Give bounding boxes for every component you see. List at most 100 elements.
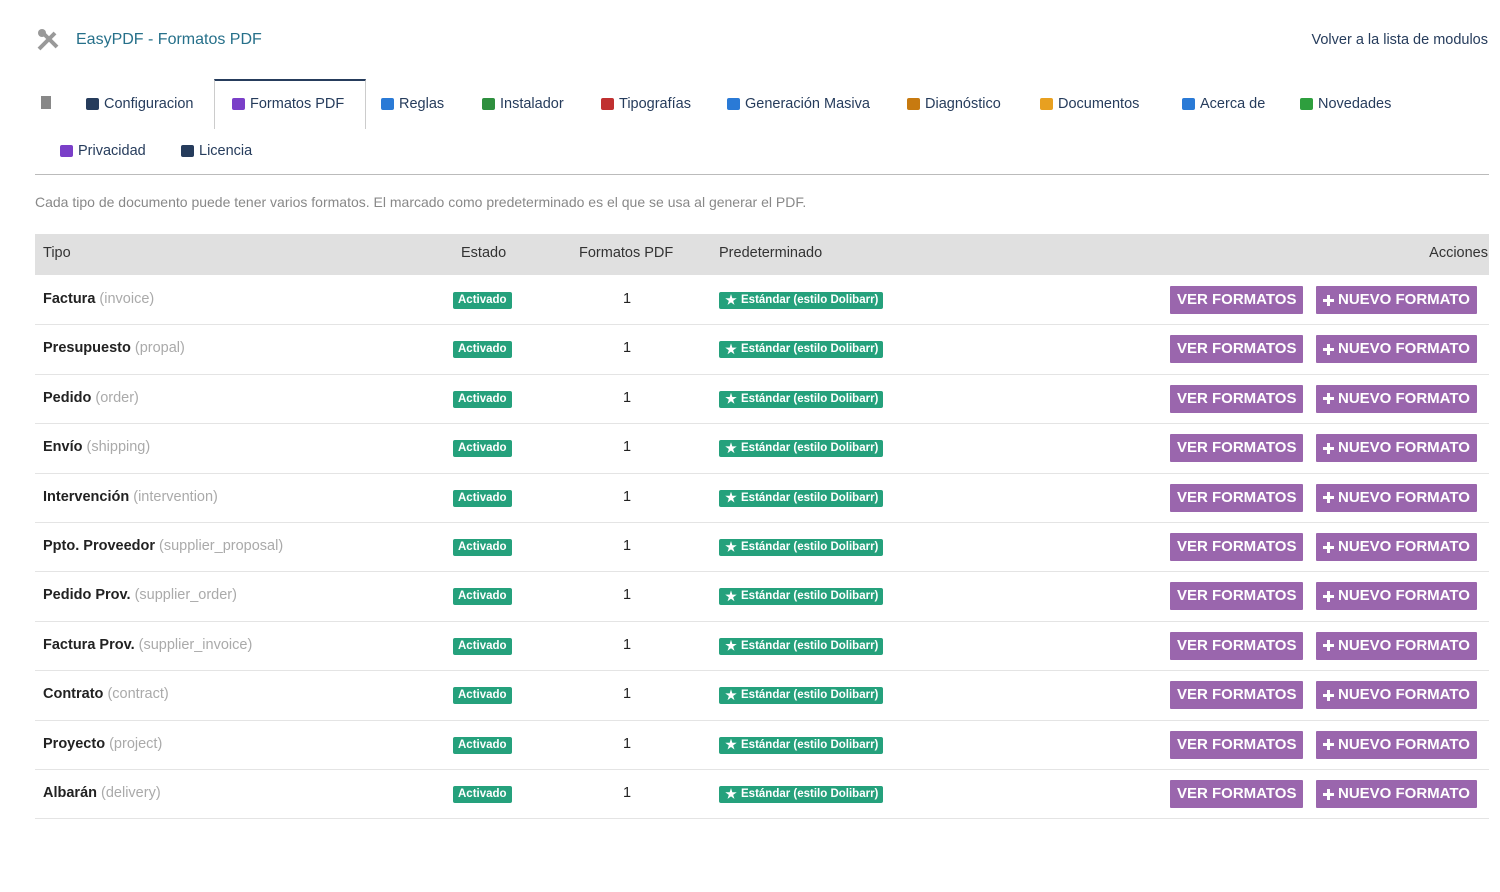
doc-type-name: Contrato bbox=[43, 686, 104, 703]
back-link[interactable]: Volver a la lista de modulos bbox=[1311, 32, 1488, 48]
default-badge: Estándar (estilo Dolibarr) bbox=[719, 341, 884, 359]
tab[interactable]: Instalador bbox=[482, 94, 564, 114]
page-title: EasyPDF - Formatos PDF bbox=[76, 31, 262, 48]
tab-icon bbox=[482, 98, 495, 110]
doc-type-code: (shipping) bbox=[86, 439, 151, 456]
default-badge: Estándar (estilo Dolibarr) bbox=[719, 489, 884, 507]
doc-type-name: Factura bbox=[43, 291, 96, 307]
view-formats-button[interactable]: VER FORMATOS bbox=[1170, 780, 1304, 808]
view-formats-button[interactable]: VER FORMATOS bbox=[1170, 631, 1304, 660]
default-label: Estándar (estilo Dolibarr) bbox=[741, 442, 879, 455]
default-label: Estándar (estilo Dolibarr) bbox=[741, 590, 879, 603]
tab-label: Licencia bbox=[199, 143, 253, 159]
tab-label: Novedades bbox=[1318, 96, 1392, 112]
tab-icon bbox=[381, 98, 394, 110]
status-badge: Activado bbox=[453, 292, 512, 309]
star-icon bbox=[725, 689, 737, 701]
format-count: 1 bbox=[623, 735, 632, 752]
status-badge: Activado bbox=[453, 341, 512, 359]
column-header: Predeterminado bbox=[719, 245, 823, 261]
star-icon bbox=[725, 392, 737, 404]
new-format-button[interactable]: NUEVO FORMATO bbox=[1316, 384, 1477, 413]
default-label: Estándar (estilo Dolibarr) bbox=[741, 294, 879, 306]
new-format-button[interactable]: NUEVO FORMATO bbox=[1316, 434, 1477, 463]
view-formats-button[interactable]: VER FORMATOS bbox=[1170, 434, 1304, 463]
plus bbox=[1323, 590, 1334, 602]
format-count: 1 bbox=[623, 587, 632, 604]
table-row bbox=[35, 523, 1489, 573]
tab-icon bbox=[907, 98, 920, 110]
tab-icon bbox=[86, 98, 99, 110]
type-cell: Pedido Prov. (supplier_order) bbox=[43, 587, 237, 603]
tab[interactable]: Diagnóstico bbox=[907, 94, 1001, 114]
default-badge: Estándar (estilo Dolibarr) bbox=[719, 687, 884, 705]
default-badge: Estándar (estilo Dolibarr) bbox=[719, 539, 884, 556]
format-count: 1 bbox=[623, 488, 632, 505]
new-format-button[interactable]: NUEVO FORMATO bbox=[1316, 681, 1477, 710]
view-formats-button[interactable]: VER FORMATOS bbox=[1170, 730, 1304, 759]
new-format-label: NUEVO FORMATO bbox=[1338, 785, 1470, 802]
tab-icon bbox=[1182, 98, 1195, 110]
default-badge: Estándar (estilo Dolibarr) bbox=[719, 292, 884, 309]
new-format-label: NUEVO FORMATO bbox=[1338, 538, 1470, 555]
column-header: Formatos PDF bbox=[579, 245, 674, 261]
format-count: 1 bbox=[623, 439, 632, 456]
tab-label: Generación Masiva bbox=[745, 96, 870, 112]
tab[interactable]: Reglas bbox=[381, 94, 444, 114]
new-format-button[interactable]: NUEVO FORMATO bbox=[1316, 533, 1477, 561]
new-format-button[interactable]: NUEVO FORMATO bbox=[1316, 730, 1477, 759]
tab-icon bbox=[181, 145, 194, 157]
tab[interactable]: Acerca de bbox=[1182, 94, 1265, 114]
app-icon bbox=[37, 29, 59, 51]
separator bbox=[35, 174, 1489, 175]
view-formats-button[interactable]: VER FORMATOS bbox=[1170, 533, 1304, 561]
view-formats-button[interactable]: VER FORMATOS bbox=[1170, 483, 1304, 512]
tab[interactable]: Formatos PDF bbox=[232, 94, 344, 114]
view-formats-button[interactable]: VER FORMATOS bbox=[1170, 582, 1304, 611]
plus bbox=[1323, 788, 1334, 800]
default-label: Estándar (estilo Dolibarr) bbox=[741, 343, 879, 356]
new-format-label: NUEVO FORMATO bbox=[1338, 686, 1470, 704]
tab[interactable]: Generación Masiva bbox=[727, 94, 870, 114]
status-badge: Activado bbox=[453, 637, 512, 655]
table-row bbox=[35, 770, 1489, 820]
new-format-label: NUEVO FORMATO bbox=[1338, 636, 1470, 654]
new-format-label: NUEVO FORMATO bbox=[1338, 439, 1470, 457]
pdf-tab-icon[interactable] bbox=[40, 95, 52, 110]
star-icon bbox=[725, 738, 737, 750]
view-formats-button[interactable]: VER FORMATOS bbox=[1170, 335, 1304, 364]
tab[interactable]: Novedades bbox=[1300, 94, 1391, 114]
status-badge: Activado bbox=[453, 687, 512, 705]
plus bbox=[1323, 640, 1334, 652]
type-cell: Proyecto (project) bbox=[43, 736, 162, 752]
tab[interactable]: Configuracion bbox=[86, 94, 193, 114]
plus bbox=[1323, 739, 1334, 751]
tab[interactable]: Licencia bbox=[181, 141, 252, 161]
view-formats-button[interactable]: VER FORMATOS bbox=[1170, 286, 1304, 314]
new-format-button[interactable]: NUEVO FORMATO bbox=[1316, 582, 1477, 611]
new-format-button[interactable]: NUEVO FORMATO bbox=[1316, 483, 1477, 512]
new-format-button[interactable]: NUEVO FORMATO bbox=[1316, 631, 1477, 660]
tab[interactable]: Privacidad bbox=[60, 141, 146, 161]
doc-type-name: Factura Prov. bbox=[43, 636, 135, 653]
tab[interactable]: Documentos bbox=[1040, 94, 1139, 114]
view-formats-button[interactable]: VER FORMATOS bbox=[1170, 681, 1304, 710]
doc-type-code: (delivery) bbox=[101, 785, 161, 801]
plus bbox=[1323, 689, 1334, 701]
table-header bbox=[35, 234, 1489, 275]
view-formats-button[interactable]: VER FORMATOS bbox=[1170, 384, 1304, 413]
type-cell: Presupuesto (propal) bbox=[43, 340, 185, 356]
doc-type-code: (order) bbox=[95, 389, 139, 406]
tab[interactable]: Tipografías bbox=[601, 94, 691, 114]
new-format-button[interactable]: NUEVO FORMATO bbox=[1316, 286, 1477, 314]
tab-label: Tipografías bbox=[619, 96, 691, 112]
star-icon bbox=[725, 491, 737, 503]
star-icon bbox=[725, 590, 737, 602]
default-badge: Estándar (estilo Dolibarr) bbox=[719, 637, 884, 655]
new-format-button[interactable]: NUEVO FORMATO bbox=[1316, 780, 1477, 808]
tab-label: Instalador bbox=[500, 96, 564, 112]
new-format-button[interactable]: NUEVO FORMATO bbox=[1316, 335, 1477, 364]
tab-label: Reglas bbox=[399, 96, 445, 112]
format-count: 1 bbox=[623, 686, 632, 703]
